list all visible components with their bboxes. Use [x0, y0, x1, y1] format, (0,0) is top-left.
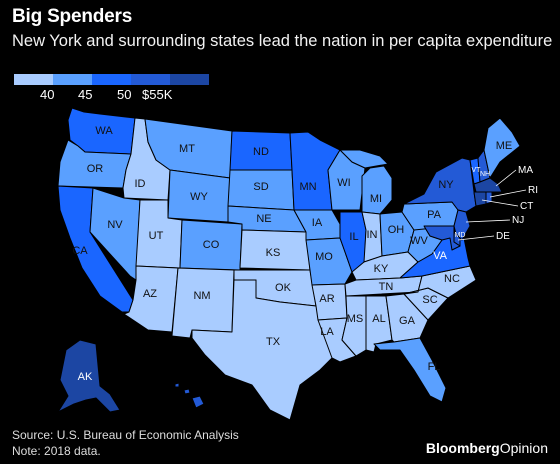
legend-swatch-4: [170, 74, 209, 85]
label-or: OR: [87, 163, 104, 175]
label-nd: ND: [253, 146, 269, 158]
label-ak: AK: [78, 371, 93, 383]
state-md: [423, 225, 461, 251]
label-il: IL: [349, 231, 358, 243]
state-hi-oahu: [174, 382, 180, 388]
leader-ri: [489, 189, 527, 198]
label-ct: CT: [520, 201, 533, 212]
label-md: MD: [455, 232, 466, 239]
legend-swatch-3: [131, 74, 170, 85]
state-hi-big: [191, 395, 205, 409]
label-ok: OK: [275, 282, 292, 294]
source-note: Source: U.S. Bureau of Economic Analysis…: [12, 427, 239, 459]
label-nm: NM: [193, 290, 210, 302]
state-tx: [191, 279, 335, 421]
label-ne: NE: [256, 213, 271, 225]
color-legend: 40 45 50 $55K: [14, 74, 209, 102]
source-text: Source: U.S. Bureau of Economic Analysis: [12, 428, 239, 442]
leader-ct: [481, 199, 519, 207]
label-nj: NJ: [512, 215, 524, 226]
label-ca: CA: [72, 245, 88, 257]
leader-nj: [465, 219, 511, 223]
label-ut: UT: [149, 230, 164, 242]
legend-label: 40: [40, 87, 55, 102]
external-labels: MA RI CT NJ DE: [457, 165, 538, 242]
leader-de: [457, 235, 495, 241]
state-ak: [57, 339, 121, 413]
label-mn: MN: [299, 181, 316, 193]
state-labels: WA OR CA ID NV MT WY UT CO AZ NM ND SD N…: [72, 125, 512, 383]
label-ny: NY: [438, 179, 454, 191]
label-pa: PA: [427, 209, 442, 221]
label-la: LA: [320, 326, 334, 338]
label-va: VA: [433, 250, 448, 262]
brand-bold: Bloomberg: [425, 440, 500, 456]
leader-ma: [495, 169, 517, 187]
label-vt: VT: [472, 167, 482, 174]
legend-swatch-0: [14, 74, 53, 85]
chart-title: Big Spenders: [12, 6, 133, 27]
label-wy: WY: [190, 191, 208, 203]
label-wa: WA: [95, 125, 113, 137]
label-ma: MA: [518, 165, 533, 176]
label-az: AZ: [143, 288, 157, 300]
label-nv: NV: [107, 219, 123, 231]
note-text: Note: 2018 data.: [12, 444, 101, 458]
brand-light: Opinion: [499, 440, 548, 456]
label-wv: WV: [410, 235, 428, 247]
label-mi: MI: [370, 193, 382, 205]
label-fl: FL: [428, 361, 441, 373]
state-nm: [171, 267, 235, 339]
legend-label: 45: [78, 87, 93, 102]
state-fl: [373, 337, 447, 403]
label-ms: MS: [347, 313, 364, 325]
label-ga: GA: [399, 315, 416, 327]
label-tx: TX: [266, 336, 281, 348]
legend-label: $55K: [142, 87, 173, 102]
state-mi: [361, 165, 393, 215]
label-mo: MO: [315, 251, 333, 263]
label-nc: NC: [444, 273, 460, 285]
chart-subtitle: New York and surrounding states lead the…: [12, 32, 553, 50]
label-sc: SC: [422, 294, 437, 306]
legend-label: 50: [117, 87, 132, 102]
state-me: [483, 117, 521, 179]
state-ri: [485, 191, 493, 205]
brand-logo: BloombergOpinion: [426, 440, 548, 456]
label-oh: OH: [388, 224, 405, 236]
legend-color-ramp: [14, 74, 209, 85]
label-ks: KS: [266, 247, 281, 259]
state-ct: [473, 191, 487, 207]
label-nh: NH: [480, 171, 490, 178]
legend-labels: 40 45 50 $55K: [14, 85, 209, 102]
label-de: DE: [496, 231, 510, 242]
label-me: ME: [496, 140, 513, 152]
label-id: ID: [135, 178, 146, 190]
label-tn: TN: [379, 281, 394, 293]
label-ar: AR: [319, 293, 334, 305]
state-mi-upper: [339, 149, 389, 169]
legend-swatch-2: [92, 74, 131, 85]
label-mt: MT: [179, 143, 195, 155]
label-ky: KY: [374, 263, 389, 275]
state-hi-maui: [183, 388, 191, 395]
legend-swatch-1: [53, 74, 92, 85]
label-ri: RI: [528, 185, 538, 196]
label-wi: WI: [337, 177, 350, 189]
label-al: AL: [372, 313, 385, 325]
label-ia: IA: [312, 217, 323, 229]
label-co: CO: [203, 239, 220, 251]
label-sd: SD: [253, 181, 268, 193]
label-in: IN: [367, 229, 378, 241]
